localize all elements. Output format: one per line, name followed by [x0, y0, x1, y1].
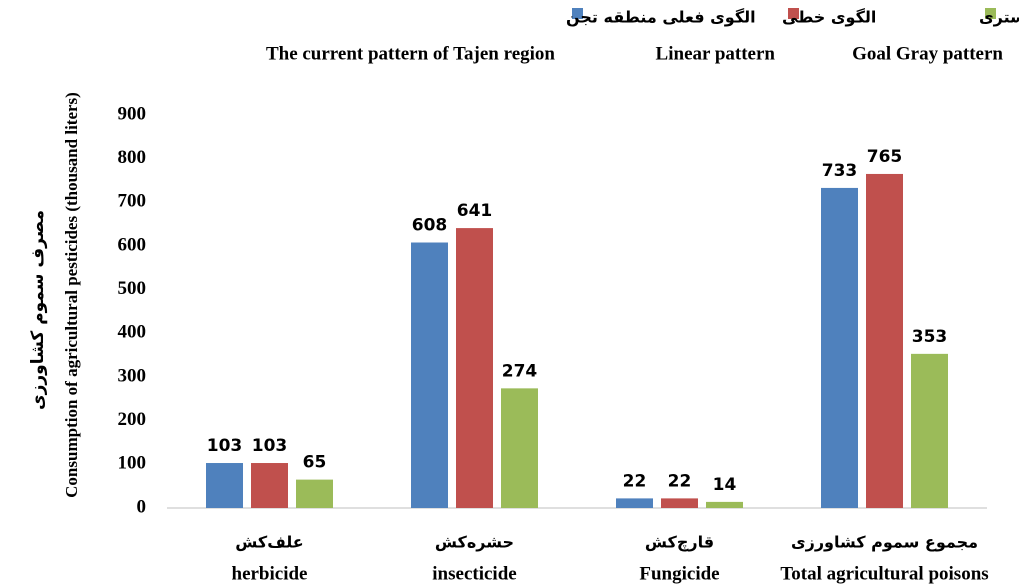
legend-label-en: The current pattern of Tajen region — [266, 43, 555, 64]
data-label: 641 — [457, 201, 493, 221]
data-label: 65 — [303, 453, 327, 473]
y-tick-label: 800 — [118, 147, 147, 168]
data-label: 608 — [412, 216, 448, 236]
data-label: 765 — [867, 147, 903, 167]
y-axis-label-en: Consumption of agricultural pesticides (… — [62, 92, 81, 498]
x-tick-label-en: insecticide — [432, 563, 516, 584]
bar — [911, 353, 948, 508]
bar — [206, 463, 243, 508]
bar — [866, 173, 903, 508]
x-tick-label: حشره‌کش — [435, 533, 514, 552]
x-tick-label: قارچ‌کش — [645, 533, 714, 552]
x-tick-label-en: Total agricultural poisons — [780, 563, 988, 584]
bar — [706, 501, 743, 508]
bar — [661, 498, 698, 508]
y-tick-label: 900 — [118, 103, 147, 124]
data-label: 274 — [502, 361, 538, 381]
bar — [456, 228, 493, 508]
legend-swatch — [788, 8, 799, 19]
x-tick-label: مجموع سموم کشاورزی — [791, 533, 978, 552]
bar — [251, 463, 288, 508]
x-tick-label-en: herbicide — [232, 563, 308, 584]
data-label: 103 — [252, 436, 288, 456]
y-tick-label: 200 — [118, 409, 147, 430]
y-tick-label: 500 — [118, 278, 147, 299]
data-label: 22 — [623, 471, 647, 491]
data-label: 733 — [822, 161, 858, 181]
bar — [616, 498, 653, 508]
legend-label: الگوی آرمانی-خاکستری — [979, 7, 1019, 27]
x-tick-label: علف‌کش — [235, 533, 303, 552]
legend-label-en: Goal Gray pattern — [852, 43, 1003, 64]
legend-swatch — [572, 8, 583, 19]
legend-swatch — [985, 8, 996, 19]
legend-label: الگوی فعلی منطقه تجن — [566, 8, 756, 27]
data-label: 353 — [912, 327, 948, 347]
x-tick-label-en: Fungicide — [639, 563, 719, 584]
y-tick-label: 300 — [118, 365, 147, 386]
data-label: 22 — [668, 471, 692, 491]
y-tick-label: 0 — [137, 496, 147, 517]
y-axis-label: مصرف سموم کشاورزی — [28, 210, 48, 410]
y-tick-label: 400 — [118, 322, 147, 343]
data-label: 14 — [713, 475, 737, 495]
bar — [296, 479, 333, 508]
data-label: 103 — [207, 436, 243, 456]
legend-label-en: Linear pattern — [656, 43, 776, 64]
y-tick-label: 700 — [118, 191, 147, 212]
y-tick-label: 100 — [118, 453, 147, 474]
bar — [821, 187, 858, 508]
bar — [501, 388, 538, 508]
bar — [411, 242, 448, 509]
y-tick-label: 600 — [118, 234, 147, 255]
legend-label: الگوی خطی — [782, 8, 876, 27]
